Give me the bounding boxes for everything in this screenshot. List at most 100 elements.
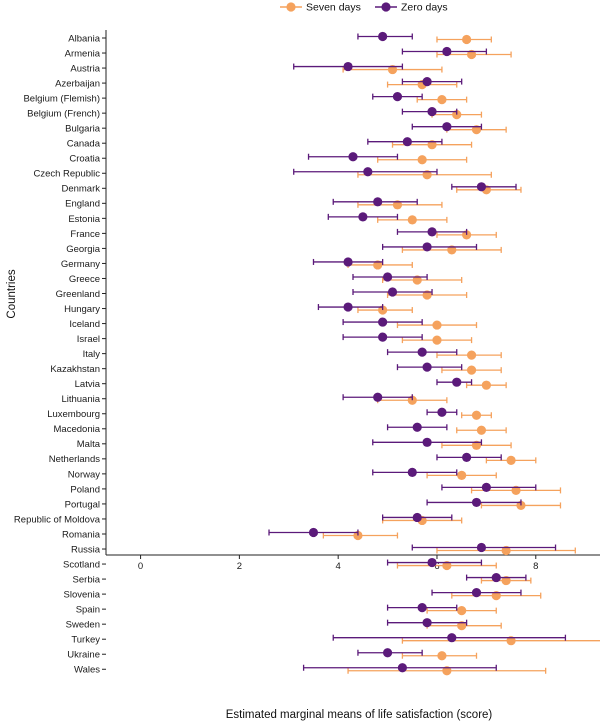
- point-seven-days-italy: [466, 350, 477, 360]
- point-seven-days-bulgaria: [471, 125, 482, 135]
- point-seven-days-georgia: [447, 245, 457, 255]
- point-zero-days-scotland: [427, 557, 437, 568]
- point-zero-days-ukraine: [382, 648, 393, 658]
- y-tick-label-georgia: Georgia: [66, 244, 101, 255]
- y-tick-label-norway: Norway: [68, 469, 100, 480]
- x-axis-title: Estimated marginal means of life satisfa…: [226, 709, 493, 721]
- point-zero-days-greece: [382, 272, 393, 282]
- y-tick-label-macedonia: Macedonia: [54, 424, 101, 435]
- y-tick-label-estonia: Estonia: [68, 214, 100, 225]
- x-tick-label-6: 6: [434, 561, 439, 572]
- y-tick-label-malta: Malta: [77, 439, 101, 450]
- point-zero-days-portugal: [471, 497, 482, 508]
- point-seven-days-luxembourg: [471, 410, 482, 420]
- legend-label-zero-days: Zero days: [401, 2, 448, 14]
- y-tick-label-czech-republic: Czech Republic: [33, 169, 100, 180]
- point-zero-days-belgium-flemish: [392, 92, 403, 102]
- x-tick-label-0: 0: [138, 561, 143, 572]
- y-tick-label-bulgaria: Bulgaria: [65, 124, 101, 135]
- y-tick-label-poland: Poland: [70, 484, 100, 495]
- y-tick-label-lithuania: Lithuania: [61, 394, 100, 405]
- point-zero-days-croatia: [348, 152, 358, 162]
- legend-label-seven-days: Seven days: [306, 2, 361, 14]
- y-tick-label-netherlands: Netherlands: [49, 454, 100, 465]
- point-zero-days-armenia: [442, 46, 452, 57]
- point-zero-days-poland: [481, 482, 491, 492]
- point-zero-days-germany: [343, 257, 353, 267]
- point-seven-days-serbia: [501, 575, 511, 586]
- point-seven-days-poland: [511, 485, 521, 495]
- point-zero-days-latvia: [452, 377, 462, 387]
- point-zero-days-georgia: [422, 242, 432, 252]
- y-tick-label-republic-of-moldova: Republic of Moldova: [14, 514, 101, 525]
- point-zero-days-lithuania: [373, 392, 383, 402]
- y-tick-label-ukraine: Ukraine: [67, 650, 100, 661]
- y-tick-label-denmark: Denmark: [61, 184, 100, 195]
- point-zero-days-greenland: [387, 287, 398, 297]
- y-tick-label-canada: Canada: [67, 139, 101, 150]
- series-seven-days: [322, 34, 600, 676]
- point-zero-days-netherlands: [462, 452, 472, 462]
- y-tick-label-azerbaijan: Azerbaijan: [55, 78, 100, 89]
- point-zero-days-israel: [378, 332, 388, 342]
- point-seven-days-ukraine: [437, 651, 447, 661]
- y-tick-label-latvia: Latvia: [75, 379, 101, 390]
- point-zero-days-italy: [417, 347, 427, 357]
- y-tick-label-austria: Austria: [70, 63, 100, 74]
- y-tick-label-wales: Wales: [74, 665, 100, 676]
- y-tick-label-croatia: Croatia: [69, 154, 100, 165]
- point-zero-days-austria: [343, 61, 353, 72]
- point-zero-days-malta: [422, 437, 432, 447]
- point-zero-days-luxembourg: [437, 407, 447, 417]
- y-tick-label-romania: Romania: [62, 529, 101, 540]
- point-zero-days-albania: [378, 31, 388, 42]
- y-tick-label-greece: Greece: [69, 274, 100, 285]
- point-zero-days-norway: [407, 467, 417, 477]
- point-seven-days-canada: [427, 140, 437, 150]
- point-zero-days-spain: [417, 603, 427, 613]
- point-seven-days-spain: [457, 606, 467, 616]
- x-tick-label-8: 8: [533, 561, 538, 572]
- y-tick-label-italy: Italy: [83, 349, 101, 360]
- y-tick-label-turkey: Turkey: [71, 635, 100, 646]
- point-zero-days-estonia: [358, 212, 368, 222]
- series-zero-days: [268, 31, 567, 673]
- point-zero-days-russia: [476, 542, 487, 553]
- point-seven-days-sweden: [457, 621, 467, 631]
- point-zero-days-denmark: [476, 182, 487, 192]
- point-zero-days-france: [427, 227, 437, 237]
- y-tick-label-slovenia: Slovenia: [64, 590, 101, 601]
- legend-marker-zero-days: [381, 2, 391, 12]
- point-zero-days-azerbaijan: [422, 76, 432, 87]
- point-seven-days-israel: [432, 335, 442, 345]
- point-seven-days-czech-republic: [422, 170, 432, 180]
- point-seven-days-croatia: [417, 155, 427, 165]
- point-zero-days-czech-republic: [363, 167, 373, 177]
- point-seven-days-macedonia: [476, 425, 487, 435]
- point-zero-days-kazakhstan: [422, 362, 432, 372]
- point-seven-days-scotland: [442, 560, 452, 571]
- y-tick-label-albania: Albania: [68, 33, 100, 44]
- y-tick-label-serbia: Serbia: [73, 574, 101, 585]
- point-zero-days-sweden: [422, 618, 432, 628]
- y-tick-label-sweden: Sweden: [66, 620, 100, 631]
- x-axis-ticks: 0 2 4 6 8: [138, 555, 538, 572]
- point-seven-days-germany: [373, 260, 383, 270]
- y-tick-label-portugal: Portugal: [65, 499, 100, 510]
- point-seven-days-kazakhstan: [466, 365, 477, 375]
- point-seven-days-austria: [387, 64, 398, 75]
- y-tick-label-france: France: [70, 229, 100, 240]
- point-zero-days-slovenia: [471, 588, 482, 598]
- point-seven-days-greece: [412, 275, 422, 285]
- x-tick-label-4: 4: [336, 561, 341, 572]
- point-zero-days-wales: [397, 663, 407, 673]
- y-tick-label-england: England: [65, 199, 100, 210]
- point-seven-days-russia: [501, 545, 511, 556]
- y-tick-label-russia: Russia: [71, 544, 101, 555]
- y-tick-label-belgium-french: Belgium (French): [27, 109, 100, 120]
- point-seven-days-latvia: [481, 380, 491, 390]
- y-tick-label-kazakhstan: Kazakhstan: [50, 364, 100, 375]
- point-zero-days-serbia: [491, 572, 501, 583]
- point-seven-days-belgium-flemish: [437, 95, 447, 105]
- point-zero-days-bulgaria: [442, 122, 452, 132]
